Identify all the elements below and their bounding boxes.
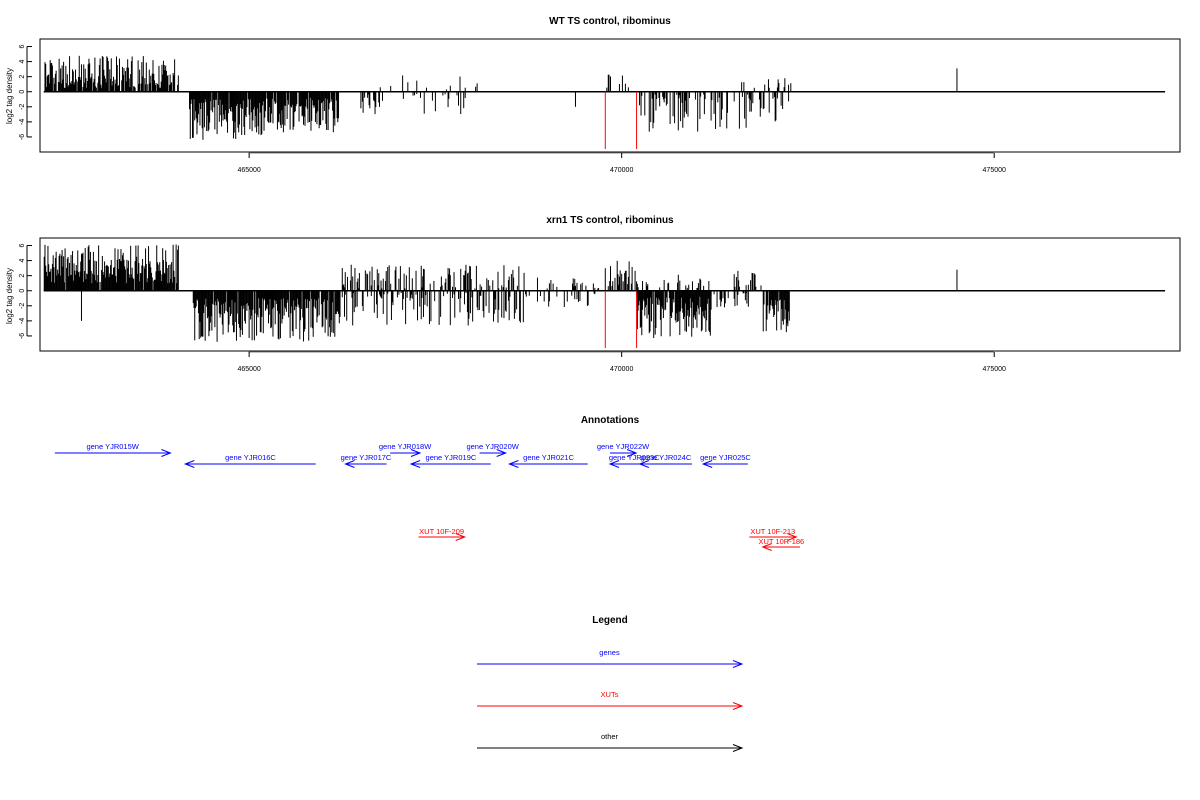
y-tick-label: -6 xyxy=(19,134,26,140)
x-tick-label: 475000 xyxy=(983,167,1006,174)
legend-label: XUTs xyxy=(601,690,619,699)
gene-annotation-arrowhead xyxy=(701,460,713,468)
legend-label: other xyxy=(601,732,619,741)
gene-annotation-arrowhead xyxy=(409,460,421,468)
xrn1-track-ylabel: log2 tag density xyxy=(5,268,14,324)
xut-annotation-arrowhead xyxy=(787,533,798,541)
wt-plot-frame xyxy=(39,38,1181,153)
gene-annotation-arrowhead xyxy=(608,460,620,468)
wt-track-ylabel: log2 tag density xyxy=(5,68,14,124)
gene-annotation-label: gene YJR023C xyxy=(609,453,660,462)
wt-track-panel: WT TS control, ribominus log2 tag densit… xyxy=(5,16,1181,174)
wt-x-axis: 465000 470000 475000 xyxy=(237,152,1006,174)
gene-annotation-arrowhead xyxy=(161,449,172,457)
y-tick-label: 2 xyxy=(19,274,26,278)
annotations-title: Annotations xyxy=(581,415,640,426)
x-tick-label: 475000 xyxy=(983,366,1006,373)
gene-annotation-label: gene YJR015W xyxy=(86,442,139,451)
y-tick-label: -2 xyxy=(19,104,26,110)
gene-annotation-arrowhead xyxy=(410,449,422,457)
gene-annotation-arrowhead xyxy=(344,460,355,468)
x-tick-label: 470000 xyxy=(610,366,633,373)
gene-annotation-label: gene YJR020W xyxy=(466,442,519,451)
xut-annotation-label: XUT 10F-209 xyxy=(419,527,464,536)
gene-annotation-label: gene YJR025C xyxy=(700,453,751,462)
gene-annotation-arrowhead xyxy=(496,449,508,457)
y-tick-label: -2 xyxy=(19,303,26,309)
xrn1-x-axis: 465000 470000 475000 xyxy=(237,351,1006,373)
xut-annotation-label: XUT 10F-213 xyxy=(750,527,795,536)
xut-annotation-arrowhead xyxy=(455,533,467,541)
x-tick-label: 465000 xyxy=(237,167,260,174)
xrn1-bars xyxy=(43,244,1166,348)
x-tick-label: 465000 xyxy=(237,366,260,373)
wt-y-axis: -6 -4 -2 0 2 4 6 xyxy=(19,44,32,140)
xut-annotation-arrowhead xyxy=(761,543,772,551)
xut-annotation-label: XUT 10R-186 xyxy=(759,537,805,546)
gene-annotation-arrowhead xyxy=(508,460,519,468)
legend-arrowhead xyxy=(732,660,744,668)
gene-annotation-arrowhead xyxy=(626,449,638,457)
legend-arrowhead xyxy=(732,744,744,752)
y-tick-label: 4 xyxy=(19,259,26,263)
gene-annotation-label: gene YJR024C xyxy=(641,453,692,462)
y-tick-label: 0 xyxy=(19,289,26,293)
legend-arrowhead xyxy=(732,702,744,710)
legend-label: genes xyxy=(599,648,620,657)
wt-bars xyxy=(43,55,1166,149)
y-tick-label: 2 xyxy=(19,75,26,79)
gene-annotations: gene YJR015W gene YJR016C gene YJR017C gene… xyxy=(54,442,751,468)
gene-annotation-arrowhead xyxy=(183,460,195,468)
gene-annotation-label: gene YJR022W xyxy=(597,442,650,451)
legend-items: genes XUTs other xyxy=(477,648,744,752)
gene-annotation-label: gene YJR017C xyxy=(341,453,392,462)
legend-title: Legend xyxy=(592,615,628,626)
legend-panel: Legend genes XUTs other xyxy=(477,615,744,752)
y-tick-label: -4 xyxy=(19,318,26,324)
y-tick-label: 0 xyxy=(19,90,26,94)
y-tick-label: -4 xyxy=(19,119,26,125)
gene-annotation-label: gene YJR018W xyxy=(379,442,432,451)
wt-track-title: WT TS control, ribominus xyxy=(549,16,671,27)
gene-annotation-label: gene YJR016C xyxy=(225,453,276,462)
y-tick-label: 6 xyxy=(19,243,26,247)
y-tick-label: 4 xyxy=(19,60,26,64)
gene-annotation-label: gene YJR021C xyxy=(523,453,574,462)
xrn1-track-panel: xrn1 TS control, ribominus log2 tag dens… xyxy=(5,215,1181,373)
gene-annotation-label: gene YJR019C xyxy=(426,453,477,462)
xrn1-y-axis: -6 -4 -2 0 2 4 6 xyxy=(19,243,32,339)
x-tick-label: 470000 xyxy=(610,167,633,174)
xrn1-plot-frame xyxy=(39,237,1181,352)
xrn1-track-title: xrn1 TS control, ribominus xyxy=(546,215,674,226)
y-tick-label: 6 xyxy=(19,44,26,48)
y-tick-label: -6 xyxy=(19,333,26,339)
gene-annotation-arrowhead xyxy=(638,460,649,468)
